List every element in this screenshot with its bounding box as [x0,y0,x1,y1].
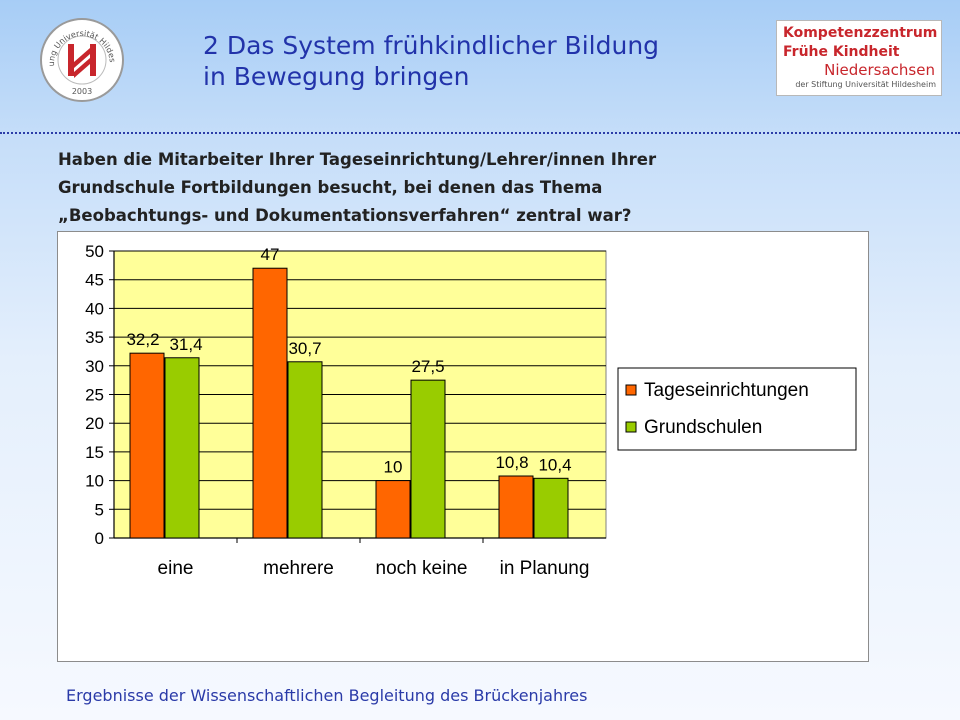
y-tick-label: 35 [85,328,104,347]
legend-label: Grundschulen [644,417,762,438]
page-title-line-1: 2 Das System frühkindlicher Bildung [203,31,660,60]
seal-year: 2003 [72,87,92,96]
data-label: 31,4 [169,335,202,354]
bar-tageseinrichtungen [252,267,288,539]
data-label: 27,5 [411,357,444,376]
y-tick-label: 10 [85,472,104,491]
question-line-2: Grundschule Fortbildungen besucht, bei d… [58,178,603,197]
y-tick-label: 15 [85,443,104,462]
bar-tageseinrichtungen [375,480,411,539]
x-category-label: in Planung [500,558,590,579]
bar-tageseinrichtungen [498,475,534,539]
y-tick-label: 0 [95,529,104,548]
legend-label: Tageseinrichtungen [644,380,809,401]
y-tick-label: 45 [85,271,104,290]
data-label: 10,8 [495,453,528,472]
bar-grundschulen [164,357,200,539]
bar-chart: 0 5 10 15 20 25 30 35 40 45 50 32,2 31,4 eine 47 30,7 me… [85,242,857,579]
legend-swatch [625,421,637,433]
data-label: 32,2 [126,330,159,349]
footer-text: Ergebnisse der Wissenschaftlichen Beglei… [66,686,588,705]
x-category-label: noch keine [376,558,468,579]
y-tick-label: 40 [85,299,104,318]
x-category-label: eine [158,558,194,579]
header-divider [0,132,960,134]
survey-question: Haben die Mitarbeiter Ihrer Tageseinrich… [58,146,878,230]
bar-tageseinrichtungen [129,352,165,539]
y-tick-label: 30 [85,357,104,376]
bar-grundschulen [410,379,446,539]
y-tick-label: 20 [85,414,104,433]
university-seal: Stiftung Universität Hildesheim 2003 [36,11,124,102]
logo-line-2: Frühe Kindheit [783,44,900,60]
seal-emblem-icon [68,44,96,78]
question-line-1: Haben die Mitarbeiter Ihrer Tageseinrich… [58,150,657,169]
data-label: 10 [384,458,403,477]
x-category-label: mehrere [263,558,334,579]
legend-swatch [625,384,637,396]
page-title: 2 Das System frühkindlicher Bildung in B… [203,30,659,92]
data-label: 10,4 [538,455,571,474]
chart-area: 0 5 10 15 20 25 30 35 40 45 50 32,2 31,4 eine 47 30,7 me… [57,231,869,662]
bar-grundschulen [533,477,569,539]
logo-line-4: der Stiftung Universität Hildesheim [795,80,936,89]
logo-line-1: Kompetenzzentrum [783,25,938,41]
y-tick-label: 25 [85,386,104,405]
y-tick-label: 5 [95,500,104,519]
legend-box [617,367,857,451]
question-line-3: „Beobachtungs- und Dokumentationsverfahr… [58,206,632,225]
data-label: 47 [261,245,280,264]
logo-line-3: Niedersachsen [824,61,935,79]
kompetenzzentrum-logo: Kompetenzzentrum Frühe Kindheit Niedersa… [776,20,942,96]
bar-grundschulen [287,361,323,539]
y-tick-label: 50 [85,242,104,261]
data-label: 30,7 [288,339,321,358]
page-title-line-2: in Bewegung bringen [203,62,470,91]
